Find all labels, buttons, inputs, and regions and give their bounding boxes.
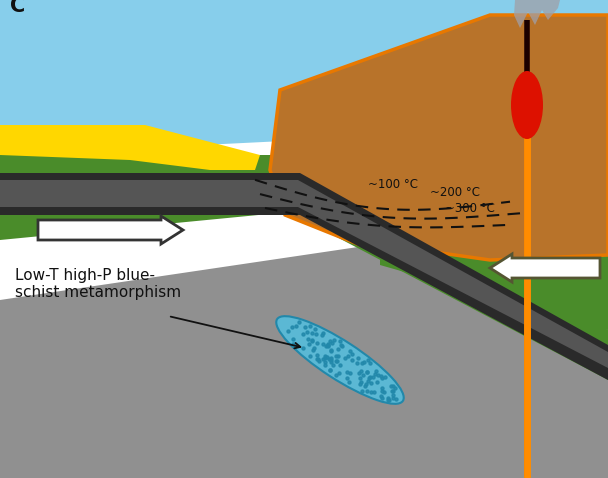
FancyArrow shape	[38, 216, 183, 244]
Polygon shape	[514, 0, 560, 28]
Ellipse shape	[276, 316, 404, 404]
Polygon shape	[0, 173, 608, 380]
Polygon shape	[0, 180, 608, 368]
Polygon shape	[380, 190, 608, 330]
Polygon shape	[270, 15, 608, 260]
Polygon shape	[0, 125, 260, 170]
Text: ~100 °C: ~100 °C	[368, 178, 418, 191]
FancyArrow shape	[490, 254, 600, 282]
Text: Low-T high-P blue-
schist metamorphism: Low-T high-P blue- schist metamorphism	[15, 268, 181, 300]
Ellipse shape	[511, 71, 543, 139]
Text: ~300 °C: ~300 °C	[445, 202, 495, 215]
Text: ~200 °C: ~200 °C	[430, 186, 480, 199]
Polygon shape	[295, 165, 608, 380]
Text: C: C	[10, 0, 26, 16]
Polygon shape	[0, 0, 608, 155]
Polygon shape	[0, 210, 608, 478]
Polygon shape	[0, 155, 310, 240]
